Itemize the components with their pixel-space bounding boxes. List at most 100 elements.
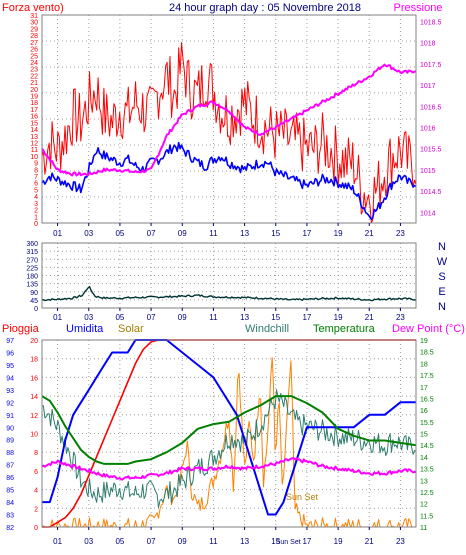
compass-letter-1: W [437, 256, 448, 268]
humidity-ticks: 82 83 84 85 86 87 88 89 90 91 92 93 94 95 96 97 [6, 338, 14, 532]
mid-x-tick-2: 05 [115, 313, 124, 322]
rain-tick-8: 16 [30, 375, 38, 382]
wind-tick-12: 12 [30, 140, 38, 147]
temperature-tick-8: 15 [420, 432, 428, 439]
wind-tick-5: 5 [34, 187, 38, 194]
series-wind-direction [41, 285, 417, 302]
direction-tick-6: 270 [26, 257, 38, 264]
humidity-tick-4: 86 [6, 475, 14, 482]
top-x-tick-11: 23 [396, 229, 405, 238]
humidity-tick-3: 85 [6, 488, 14, 495]
direction-tick-5: 225 [26, 265, 38, 272]
wind-tick-3: 3 [34, 201, 38, 208]
series-pressure [41, 63, 417, 177]
humidity-tick-12: 94 [6, 375, 14, 382]
humidity-tick-11: 93 [6, 388, 14, 395]
humidity-tick-1: 83 [6, 513, 14, 520]
pressure-axis-title: Pressione [394, 2, 443, 14]
temperature-tick-7: 14.5 [420, 443, 434, 450]
temperature-tick-2: 12 [420, 502, 428, 509]
wind-tick-26: 26 [30, 47, 38, 54]
wind-tick-9: 9 [34, 161, 38, 168]
wind-tick-28: 28 [30, 33, 38, 40]
pressure-tick-0: 1014 [420, 210, 436, 217]
top-x-tick-6: 13 [240, 229, 249, 238]
top-plot-frame [41, 14, 417, 224]
rain-tick-0: 0 [34, 525, 38, 532]
bot-x-ticks: 01 03 05 07 09 11 13 15 17 19 21 23 Sun Set [53, 527, 405, 546]
temperature-ticks: 11 11.5 12 12.5 13 13.5 14 14.5 15 15.5 16 16.5 17 17… [420, 338, 434, 532]
top-x-tick-0: 01 [53, 229, 62, 238]
temperature-tick-15: 18.5 [420, 350, 434, 357]
wind-tick-20: 20 [30, 87, 38, 94]
wind-tick-16: 16 [30, 114, 38, 121]
humidity-tick-10: 92 [6, 400, 14, 407]
wind-tick-17: 17 [30, 107, 38, 114]
rain-tick-7: 14 [30, 394, 38, 401]
top-x-tick-7: 15 [271, 229, 280, 238]
wind-tick-24: 24 [30, 60, 38, 67]
series-windchill [41, 389, 417, 508]
bot-plot-frame [41, 339, 417, 528]
humidity-tick-9: 91 [6, 413, 14, 420]
rain-tick-3: 6 [34, 469, 38, 476]
top-right-ticks: 1014 1014.5 1015 1015.5 1016 1016.5 1017 1017.5… [420, 19, 442, 217]
direction-tick-1: 45 [30, 298, 38, 305]
humidity-tick-8: 90 [6, 425, 14, 432]
wind-tick-0: 0 [34, 221, 38, 228]
top-x-tick-9: 19 [334, 229, 343, 238]
temperature-tick-11: 16.5 [420, 396, 434, 403]
mid-x-ticks: 01 03 05 07 09 11 13 15 17 19 21 23 [53, 308, 405, 322]
pressure-tick-6: 1017 [420, 83, 436, 90]
rain-humidity-temperature-panel: Pioggia Umidita Solar Windchill Temperat… [2, 323, 465, 546]
wind-tick-14: 14 [30, 127, 38, 134]
wind-tick-11: 11 [31, 147, 38, 154]
humidity-tick-6: 88 [6, 450, 14, 457]
compass-letter-4: N [438, 301, 446, 313]
wind-tick-23: 23 [30, 67, 38, 74]
wind-tick-10: 10 [30, 154, 38, 161]
pressure-tick-1: 1014.5 [420, 189, 442, 196]
humidity-tick-14: 96 [6, 350, 14, 357]
rain-tick-1: 2 [34, 506, 38, 513]
series-temperature [41, 395, 417, 465]
mid-x-tick-9: 19 [334, 313, 343, 322]
top-x-tick-2: 05 [115, 229, 124, 238]
rain-ticks: 0 2 4 6 8 10 12 14 16 18 20 [30, 338, 38, 532]
compass-letter-2: S [438, 271, 445, 283]
series-wind [41, 141, 417, 220]
direction-tick-0: 0 [34, 306, 38, 313]
rain-tick-10: 20 [30, 338, 38, 345]
sun-set-annotation: Sun Set [286, 492, 319, 502]
wind-tick-8: 8 [34, 167, 38, 174]
sun-set-axis-label: Sun Set [276, 539, 301, 546]
pioggia-label: Pioggia [2, 323, 40, 335]
wind-tick-29: 29 [30, 26, 38, 33]
wind-tick-21: 21 [30, 80, 38, 87]
top-x-tick-5: 11 [209, 229, 218, 238]
chart-title: 24 hour graph day : 05 Novembre 2018 [169, 2, 361, 14]
bot-x-tick-5: 11 [209, 537, 218, 546]
mid-x-tick-7: 15 [271, 313, 280, 322]
temperature-tick-13: 17.5 [420, 373, 434, 380]
wind-tick-4: 4 [34, 194, 38, 201]
bot-x-tick-2: 05 [115, 537, 124, 546]
mid-x-tick-8: 17 [302, 313, 311, 322]
pressure-tick-7: 1017.5 [420, 62, 442, 69]
bot-x-tick-6: 13 [240, 537, 249, 546]
wind-tick-19: 19 [30, 94, 38, 101]
wind-tick-27: 27 [30, 40, 38, 47]
wind-axis-title: Forza vento) [2, 2, 64, 14]
bot-x-tick-10: 21 [365, 537, 374, 546]
direction-tick-3: 135 [26, 282, 38, 289]
wind-pressure-panel: Forza vento) 24 hour graph day : 05 Nove… [2, 2, 442, 238]
pressure-tick-5: 1016.5 [420, 104, 442, 111]
temperature-tick-3: 12.5 [420, 490, 434, 497]
rain-tick-5: 10 [30, 432, 38, 439]
temperature-tick-6: 14 [420, 455, 428, 462]
temperatura-label: Temperatura [313, 323, 376, 335]
series-dewpoint [41, 457, 417, 481]
